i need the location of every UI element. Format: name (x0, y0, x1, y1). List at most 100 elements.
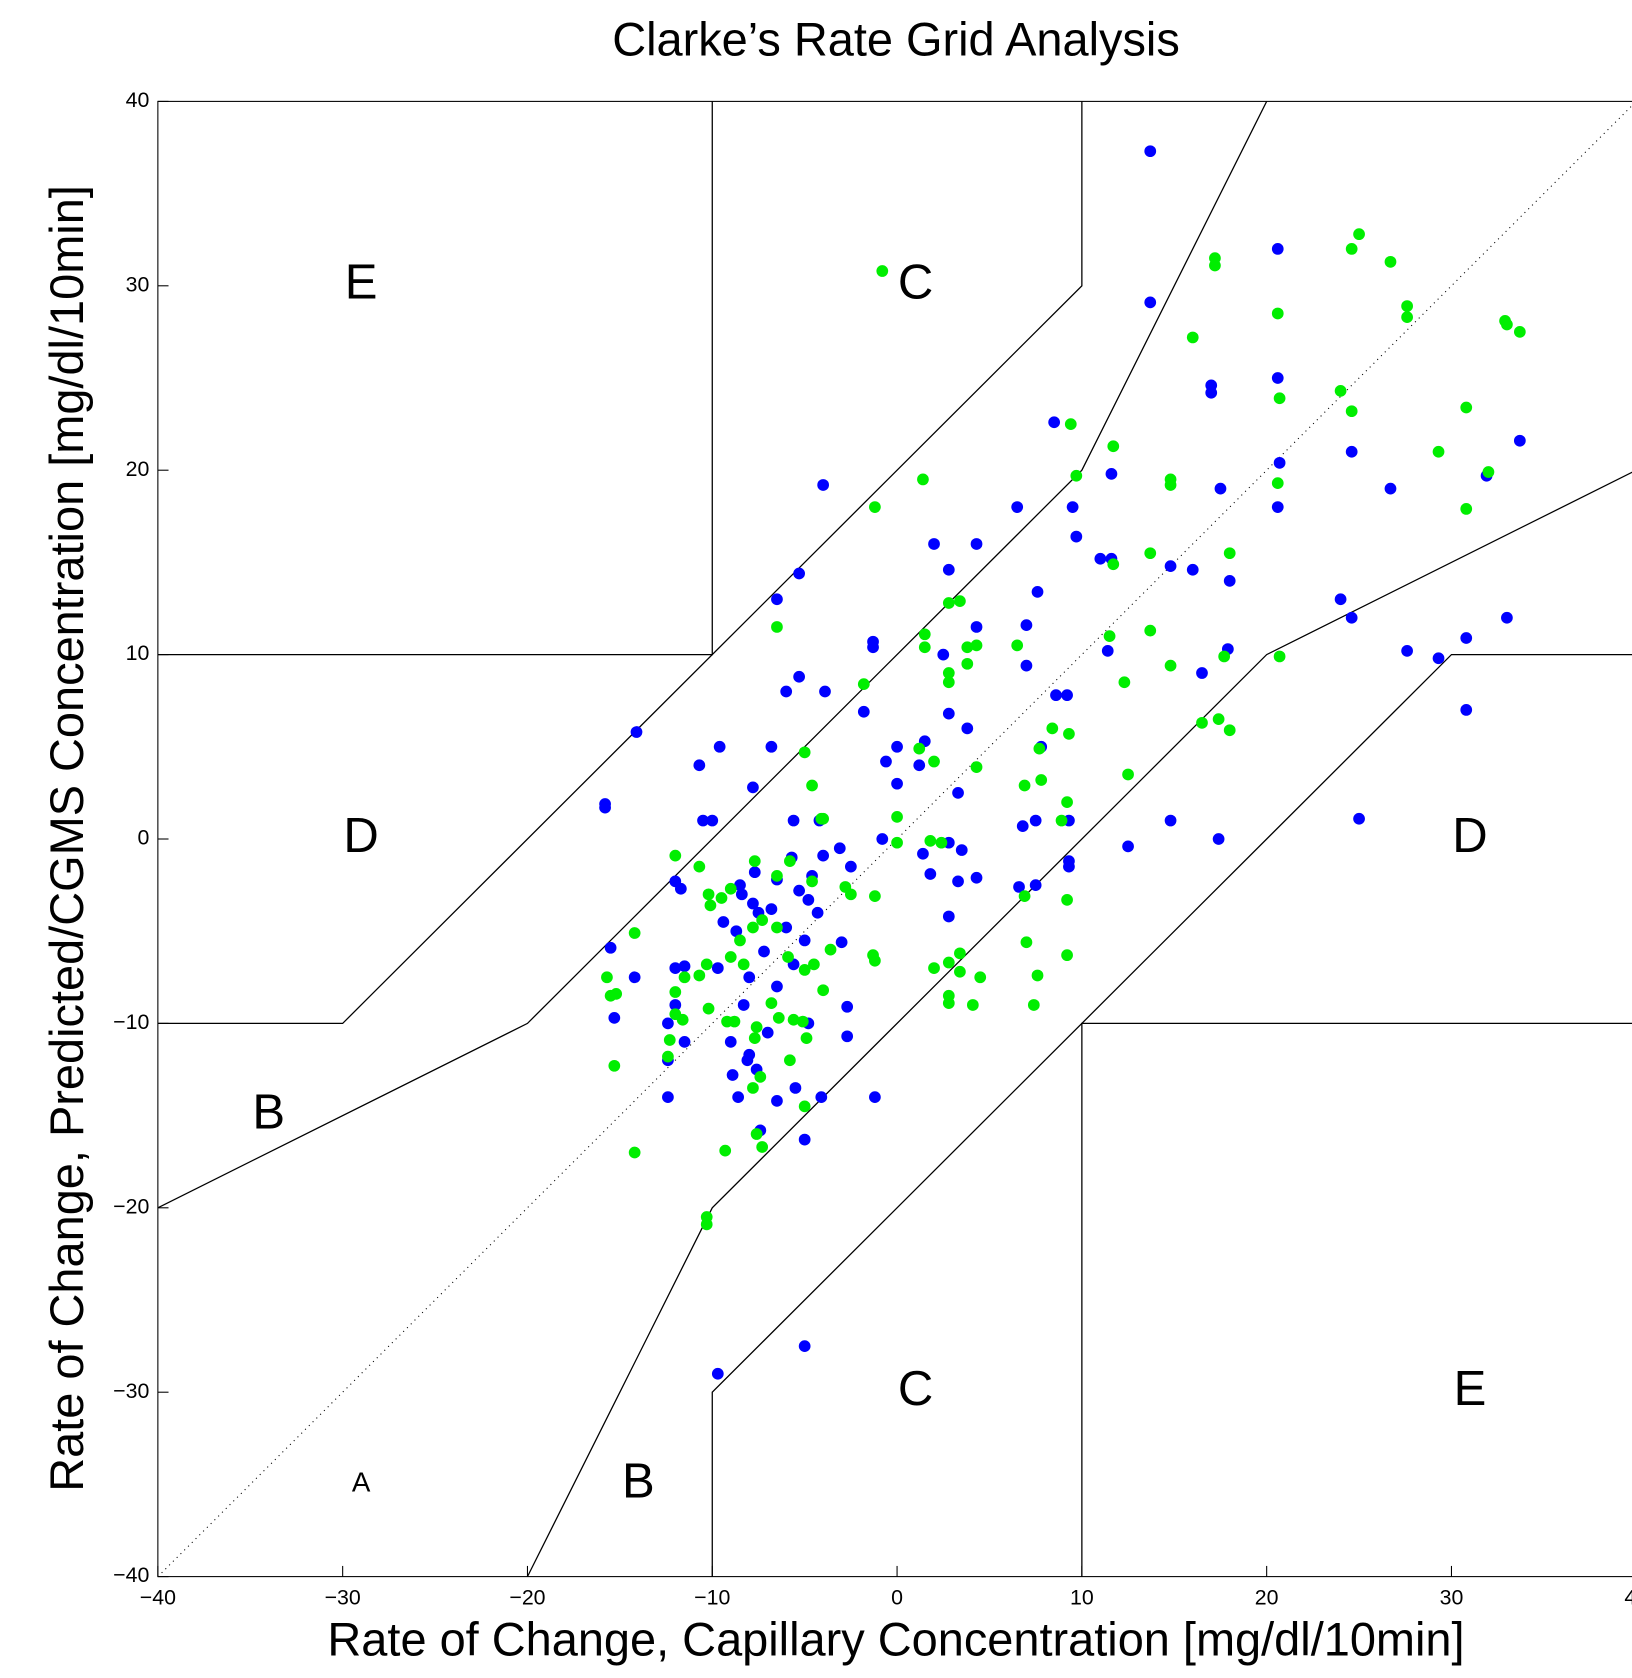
data-point (876, 833, 889, 845)
data-point (869, 501, 881, 513)
data-point (1460, 503, 1473, 515)
data-point (1271, 307, 1284, 320)
data-point (784, 855, 796, 867)
data-point (954, 947, 966, 960)
data-point (942, 956, 955, 969)
y-tick-label: 20 (126, 457, 150, 481)
data-point (737, 999, 750, 1011)
data-point (747, 921, 759, 934)
data-point (1401, 311, 1413, 324)
data-point (756, 1141, 769, 1153)
data-point (808, 958, 820, 971)
data-point (715, 892, 728, 904)
data-point (1460, 401, 1473, 414)
data-point (728, 1015, 741, 1028)
y-tick-label: −10 (113, 1010, 149, 1034)
data-point (952, 787, 964, 799)
data-point (1070, 469, 1083, 482)
data-point (1212, 833, 1225, 845)
data-point (824, 943, 837, 956)
data-point (891, 740, 903, 753)
chart-title: Clarke’s Rate Grid Analysis (612, 14, 1180, 66)
data-point (937, 648, 950, 661)
data-point (793, 884, 805, 897)
data-point (817, 849, 830, 862)
data-point (717, 916, 730, 928)
data-point (1271, 243, 1284, 255)
data-point (1011, 501, 1024, 513)
data-point (869, 890, 881, 903)
data-point (970, 621, 983, 633)
data-point (1334, 385, 1347, 397)
x-tick-label: −10 (694, 1585, 730, 1609)
data-point (1122, 768, 1134, 781)
x-tick-label: 30 (1440, 1585, 1464, 1609)
data-point (918, 641, 931, 654)
data-point (678, 1035, 691, 1048)
data-point (1196, 667, 1208, 679)
data-point (935, 836, 948, 849)
data-point (942, 667, 955, 679)
data-point (1196, 716, 1208, 729)
data-point (1018, 779, 1031, 792)
data-point (1432, 445, 1445, 458)
data-point (1107, 440, 1120, 453)
data-point (732, 1091, 745, 1104)
data-point (1218, 650, 1231, 663)
data-point (1033, 742, 1046, 755)
data-point (1029, 879, 1042, 891)
data-point (1144, 296, 1157, 309)
data-point (1271, 372, 1284, 384)
data-point (678, 971, 691, 984)
data-point (917, 473, 929, 486)
data-point (1164, 479, 1177, 491)
data-point (1061, 949, 1073, 962)
data-point (758, 945, 770, 958)
data-point (608, 1012, 621, 1024)
data-point (608, 1059, 621, 1072)
data-point (780, 921, 793, 934)
y-tick-label: 40 (126, 88, 150, 112)
data-point (798, 746, 811, 759)
data-point (1334, 593, 1347, 606)
data-point (784, 1054, 796, 1067)
data-point (676, 1013, 689, 1026)
y-tick-label: 30 (126, 272, 150, 296)
data-point (942, 563, 955, 576)
data-point (719, 1144, 732, 1157)
data-point (601, 971, 613, 984)
data-point (700, 1218, 713, 1231)
data-point (772, 1012, 785, 1024)
data-point (1271, 501, 1284, 513)
data-point (891, 811, 903, 823)
zone-label: D (1452, 809, 1487, 863)
data-point (918, 628, 931, 641)
data-point (1020, 936, 1033, 949)
data-point (802, 893, 815, 906)
data-point (942, 707, 955, 720)
data-point (1513, 434, 1526, 447)
x-tick-label: 20 (1255, 1585, 1279, 1609)
data-point (1031, 586, 1044, 598)
data-point (697, 814, 709, 827)
data-point (711, 962, 724, 974)
data-point (663, 1034, 676, 1046)
data-point (674, 882, 687, 895)
data-point (734, 879, 746, 891)
data-point (662, 1017, 674, 1030)
data-point (730, 925, 743, 938)
data-point (628, 971, 641, 984)
data-point (819, 685, 831, 698)
data-point (1063, 728, 1075, 740)
x-tick-label: −30 (325, 1585, 361, 1609)
data-point (765, 903, 778, 915)
data-point (628, 1146, 641, 1159)
data-point (771, 870, 783, 882)
zone-boundary (526, 471, 1632, 1577)
data-point (1271, 477, 1284, 489)
data-point (876, 265, 889, 277)
x-tick-label: 40 (1624, 1585, 1632, 1609)
data-point (817, 479, 830, 491)
data-point (669, 986, 682, 998)
data-point (970, 761, 983, 773)
